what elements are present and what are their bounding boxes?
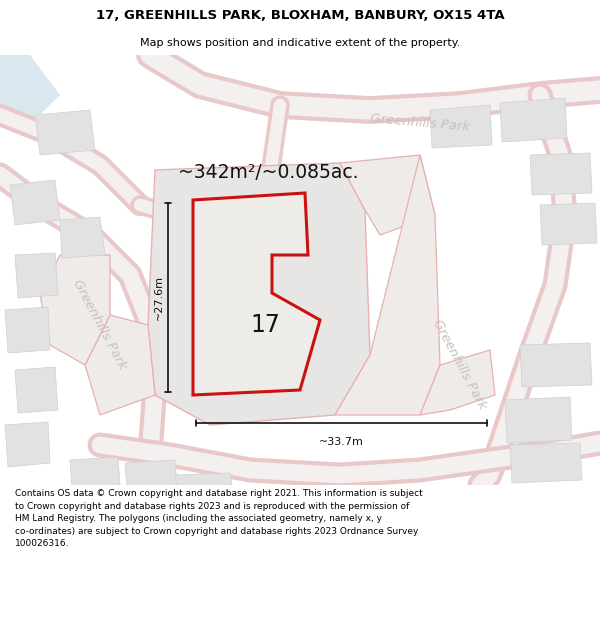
Polygon shape xyxy=(35,110,95,155)
Text: Map shows position and indicative extent of the property.: Map shows position and indicative extent… xyxy=(140,38,460,48)
Polygon shape xyxy=(5,307,50,353)
Text: Greenhills Park: Greenhills Park xyxy=(370,112,470,134)
Text: ~342m²/~0.085ac.: ~342m²/~0.085ac. xyxy=(178,164,359,182)
Text: Greenhills Park: Greenhills Park xyxy=(431,318,489,412)
Polygon shape xyxy=(5,422,50,467)
Polygon shape xyxy=(540,203,597,245)
Polygon shape xyxy=(10,180,60,225)
Polygon shape xyxy=(125,460,177,488)
Polygon shape xyxy=(340,155,435,235)
Polygon shape xyxy=(175,473,232,487)
Polygon shape xyxy=(60,217,105,258)
Text: ~27.6m: ~27.6m xyxy=(154,275,164,320)
Text: 17: 17 xyxy=(250,313,280,337)
Text: 17, GREENHILLS PARK, BLOXHAM, BANBURY, OX15 4TA: 17, GREENHILLS PARK, BLOXHAM, BANBURY, O… xyxy=(95,9,505,22)
Polygon shape xyxy=(193,193,320,395)
Polygon shape xyxy=(148,163,370,425)
Polygon shape xyxy=(530,153,592,195)
Polygon shape xyxy=(335,155,440,415)
Polygon shape xyxy=(520,343,592,387)
Polygon shape xyxy=(430,105,492,148)
Text: Greenhills Park: Greenhills Park xyxy=(71,278,129,372)
Polygon shape xyxy=(85,315,155,415)
Polygon shape xyxy=(510,443,582,483)
Text: ~33.7m: ~33.7m xyxy=(319,437,364,447)
Text: Contains OS data © Crown copyright and database right 2021. This information is : Contains OS data © Crown copyright and d… xyxy=(15,489,423,548)
Polygon shape xyxy=(420,350,495,415)
Polygon shape xyxy=(70,457,120,488)
Polygon shape xyxy=(500,98,567,142)
Polygon shape xyxy=(0,55,60,135)
Polygon shape xyxy=(15,367,58,413)
Polygon shape xyxy=(40,255,110,365)
Polygon shape xyxy=(15,253,58,298)
Polygon shape xyxy=(505,397,572,443)
